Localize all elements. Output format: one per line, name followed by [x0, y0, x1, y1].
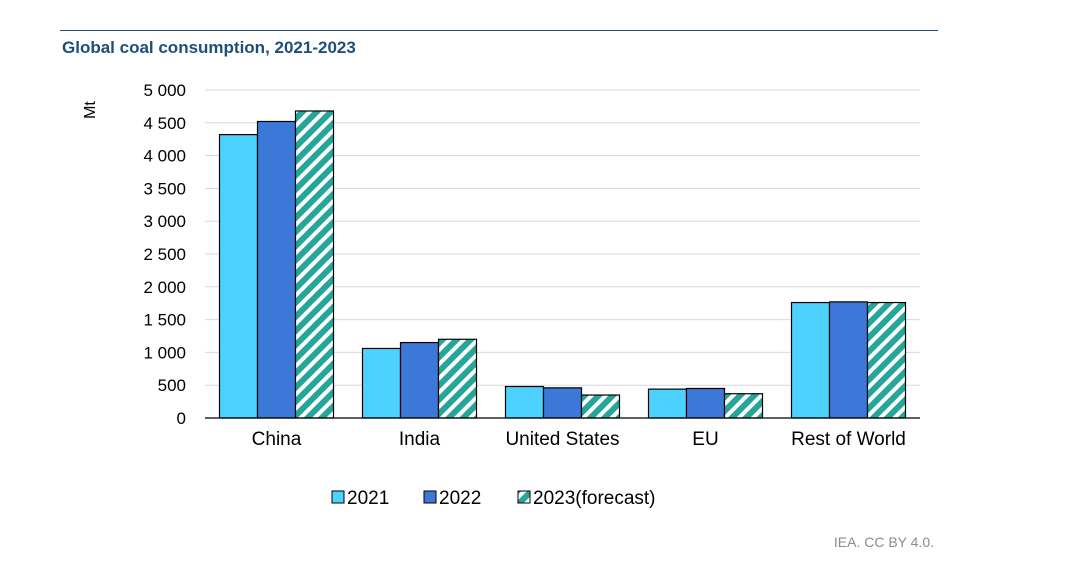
- bar-2023-forecast-: [723, 393, 764, 419]
- y-tick-label: 2 000: [143, 278, 186, 297]
- y-tick-label: 5 000: [143, 81, 186, 100]
- legend-label: 2023(forecast): [533, 488, 656, 509]
- y-axis-ticks: 0 500 1 000 1 500 2 000 2 500 3 000 3 500 4 000 4…: [143, 81, 186, 428]
- bar-2022: [828, 301, 869, 419]
- bar-2023-forecast-: [580, 394, 621, 419]
- x-tick-label: Rest of World: [791, 429, 906, 450]
- bar-2021: [361, 347, 402, 419]
- x-tick-label: India: [399, 429, 441, 450]
- bar-2022: [685, 387, 726, 419]
- source-credit: IEA. CC BY 4.0.: [833, 534, 934, 550]
- top-rule: [60, 30, 938, 31]
- y-tick-label: 0: [177, 409, 186, 428]
- bars: [218, 110, 907, 419]
- legend-swatch: [423, 490, 437, 504]
- y-tick-label: 4 500: [143, 114, 186, 133]
- chart-title: Global coal consumption, 2021-2023: [62, 38, 356, 57]
- x-tick-label: EU: [692, 429, 718, 450]
- x-axis-ticks: China India United States EU Rest of World: [252, 429, 906, 450]
- y-tick-label: 3 000: [143, 212, 186, 231]
- legend-label: 2021: [347, 488, 389, 509]
- bar-2021: [790, 301, 831, 419]
- y-tick-label: 2 500: [143, 245, 186, 264]
- bar-2021: [218, 134, 259, 419]
- y-tick-label: 3 500: [143, 179, 186, 198]
- legend-swatch: [331, 490, 345, 504]
- bar-2021: [504, 385, 545, 419]
- bar-2022: [542, 387, 583, 419]
- x-tick-label: China: [252, 429, 302, 450]
- legend-label: 2022: [439, 488, 481, 509]
- bar-2023-forecast-: [437, 338, 478, 419]
- bar-2023-forecast-: [294, 110, 335, 419]
- y-axis-label: Mt: [82, 101, 99, 119]
- y-tick-label: 1 000: [143, 343, 186, 362]
- bar-2022: [256, 120, 297, 419]
- legend: 2021 2022 2023(forecast): [331, 488, 656, 509]
- bar-2022: [399, 341, 440, 419]
- y-tick-label: 1 500: [143, 311, 186, 330]
- y-tick-label: 4 000: [143, 147, 186, 166]
- y-tick-label: 500: [158, 376, 186, 395]
- bar-2023-forecast-: [866, 301, 907, 419]
- x-tick-label: United States: [505, 429, 619, 450]
- legend-swatch: [517, 490, 531, 504]
- bar-2021: [647, 388, 688, 419]
